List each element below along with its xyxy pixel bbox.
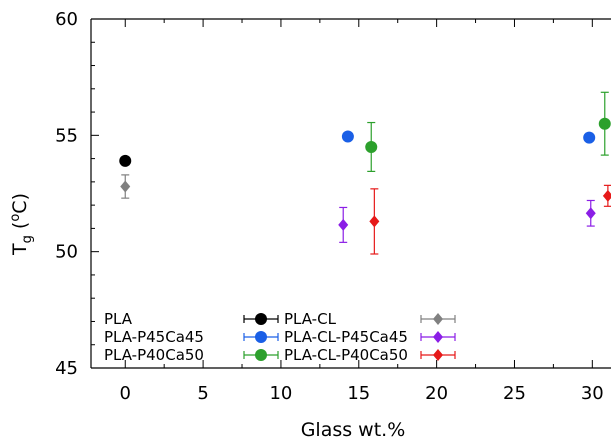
x-tick-label: 20 (425, 383, 448, 404)
legend-label-pla-p45ca45: PLA-P45Ca45 (104, 328, 204, 346)
x-tick-label: 0 (120, 383, 131, 404)
y-axis-label-rest: ( (9, 222, 31, 235)
pla-cl-p45ca45-point (585, 207, 596, 220)
pla-p45ca45-point (341, 130, 354, 143)
y-tick-label: 50 (55, 242, 78, 263)
legend-label-pla-cl: PLA-CL (284, 310, 337, 328)
y-tick-label: 60 (55, 9, 78, 30)
x-tick-label: 10 (269, 383, 292, 404)
legend-marker-pla-p45ca45 (255, 331, 267, 343)
x-tick-label: 25 (503, 383, 526, 404)
y-tick-label: 55 (55, 125, 78, 146)
legend-marker-pla-cl-p45ca45 (433, 331, 443, 343)
legend-label-pla-cl-p45ca45: PLA-CL-P45Ca45 (284, 328, 408, 346)
pla-cl-p40ca50-point (369, 215, 380, 228)
ticks: 0 5 10 15 20 25 30 45 50 55 60 (55, 9, 604, 404)
pla-p40ca50-point (598, 117, 611, 130)
legend: PLAPLA-P45Ca45PLA-P40Ca50PLA-CLPLA-CL-P4… (104, 310, 456, 364)
x-tick-label: 30 (581, 383, 604, 404)
data-points (119, 91, 611, 255)
y-tick-label: 45 (55, 358, 78, 379)
y-axis-label-unit: C) (9, 193, 31, 214)
y-axis-label-base: T (9, 243, 31, 256)
pla-point (119, 154, 132, 167)
pla-p45ca45-point (583, 131, 596, 144)
legend-label-pla-p40ca50: PLA-P40Ca50 (104, 346, 204, 364)
pla-cl-p40ca50-point (602, 189, 611, 202)
legend-label-pla-cl-p40ca50: PLA-CL-P40Ca50 (284, 346, 408, 364)
legend-label-pla: PLA (104, 310, 133, 328)
pla-cl-p45ca45-point (338, 218, 349, 231)
x-tick-label: 15 (347, 383, 370, 404)
legend-marker-pla-p40ca50 (255, 349, 267, 361)
y-axis-label-sub: g (20, 235, 35, 243)
pla-p40ca50-point (365, 140, 378, 153)
y-axis-label-sup: o (8, 214, 23, 222)
axes (90, 18, 611, 369)
legend-marker-pla-cl (433, 313, 443, 325)
pla-cl-point (120, 180, 131, 193)
x-tick-label: 5 (197, 383, 208, 404)
y-axis-label: Tg (oC) (8, 193, 35, 256)
x-axis-label: Glass wt.% (301, 419, 406, 440)
legend-marker-pla (255, 313, 267, 325)
legend-marker-pla-cl-p40ca50 (433, 349, 443, 361)
